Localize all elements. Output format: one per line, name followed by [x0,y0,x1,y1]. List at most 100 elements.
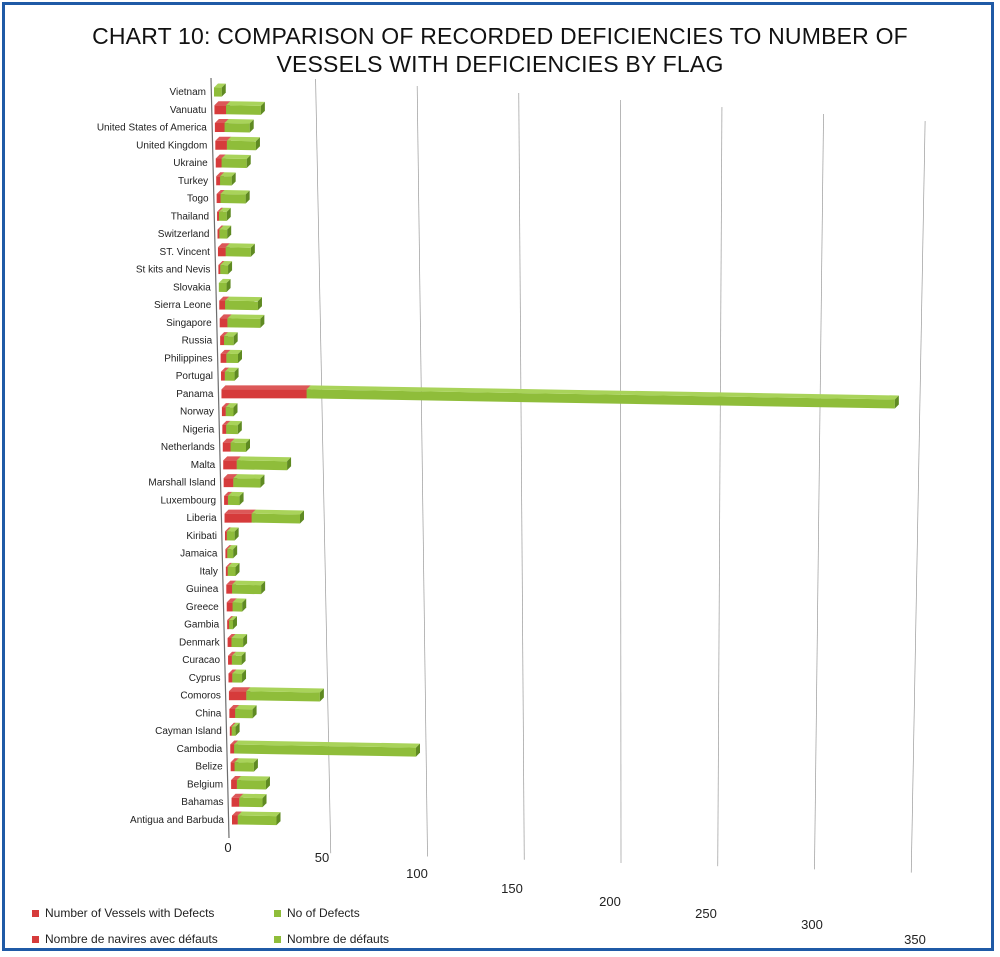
category-label: Russia [182,336,213,347]
bar-green [221,158,247,168]
bar-red-top [225,562,232,567]
chart-title-line-1: CHART 10: COMPARISON OF RECORDED DEFICIE… [92,23,908,49]
category-label: Cyprus [189,673,221,684]
category-label: Netherlands [161,442,215,453]
category-label: Sierra Leone [154,300,212,311]
bar-green-side [262,794,267,808]
bar-red [221,389,307,399]
category-label: Turkey [178,176,208,187]
bar-red-top [228,651,236,656]
bar-red [222,442,231,452]
bar-green-top [226,420,242,426]
bar-green-top [224,119,254,124]
bar-green-side [242,669,247,683]
chart-title: CHART 10: COMPARISON OF RECORDED DEFICIE… [0,22,1000,78]
category-label: St kits and Nevis [136,265,210,276]
bar-green-side [242,598,247,612]
bar-green-top [229,616,237,621]
bar-red-top [216,190,225,195]
bar-red-top [229,704,240,709]
bar-red [229,708,236,718]
bar-red [221,407,226,417]
category-label: Curacao [182,655,220,666]
bar-green [239,797,263,808]
bar-red [231,797,240,807]
bar-green [225,300,258,311]
bar-red-top [223,474,238,479]
bar-green-top [306,385,899,400]
bar-red-top [222,420,231,425]
bar-red-top [221,385,311,390]
bar-green-side [243,634,248,648]
x-tick-label: 350 [904,932,926,947]
legend-label-defects-en: No of Defects [287,906,360,920]
category-label: Philippines [164,353,212,364]
bar-green-top [218,278,231,283]
legend-swatch-red [32,909,39,917]
bar-red-top [223,456,241,461]
bar-red-top [224,491,232,496]
x-tick-label: 100 [406,866,428,881]
bar-green-top [235,704,257,710]
bar-red [218,265,221,275]
bar-red-top [220,332,229,337]
bar-red-top [215,154,226,159]
bar-green-side [416,743,421,757]
x-tick-label: 250 [695,906,717,921]
bar-green-top [224,332,238,337]
bar-red [226,584,233,594]
bar-red-top [227,633,236,638]
legend-label-vessels-en: Number of Vessels with Defects [45,906,215,920]
bar-green [229,620,233,630]
bar-red-top [225,545,232,550]
bar-green-side [260,314,265,328]
bar-green-side [255,137,260,151]
bar-green-side [226,207,231,221]
bar-green-top [221,154,251,159]
legend: Number of Vessels with Defects No of Def… [26,900,546,950]
bar-green [218,282,227,292]
bar-green-side [235,722,240,736]
category-label: Liberia [187,513,217,524]
gridline [416,85,428,857]
category-label: Cayman Island [155,726,222,737]
category-label: Greece [186,602,219,613]
bar-green-top [232,580,266,586]
bar-red-top [230,758,239,763]
category-label: Antigua and Barbuda [130,815,224,826]
bar-red [216,176,221,186]
bar-green-side [261,581,266,595]
bar-green-top [232,598,247,603]
bar-green [227,549,234,559]
bar-red [220,353,227,363]
bar-red [221,371,225,381]
bar-green-top [237,811,281,817]
bar-red [231,779,237,789]
bar-green-top [214,83,226,88]
bar-red-top [226,598,237,603]
bar-green-top [227,314,265,319]
category-labels: Vietnam Vanuatu United States of America Un… [97,87,225,826]
legend-label-vessels-fr: Nombre de navires avec défauts [45,932,218,946]
bar-red [214,105,227,115]
category-label: United States of America [97,123,207,134]
bar-red [224,495,228,505]
bar-red-top [222,438,235,443]
category-label: Ukraine [173,158,208,169]
x-tick-labels: 0 50 100 150 200 250 300 350 [224,840,925,947]
bar-red-top [231,793,244,798]
category-label: Slovakia [173,282,211,293]
bar-green-top [219,207,231,212]
bar-green-top [225,243,255,248]
bar-red [217,247,226,257]
category-label: Switzerland [158,229,210,240]
legend-item-defects-en: No of Defects [274,906,360,920]
bar-green-side [319,688,324,702]
bar-green [226,531,235,541]
bar-red-top [221,367,229,372]
bar-green-top [226,527,239,532]
bar-green [232,673,243,683]
category-label: Thailand [171,211,209,222]
bar-green-side [246,154,251,168]
